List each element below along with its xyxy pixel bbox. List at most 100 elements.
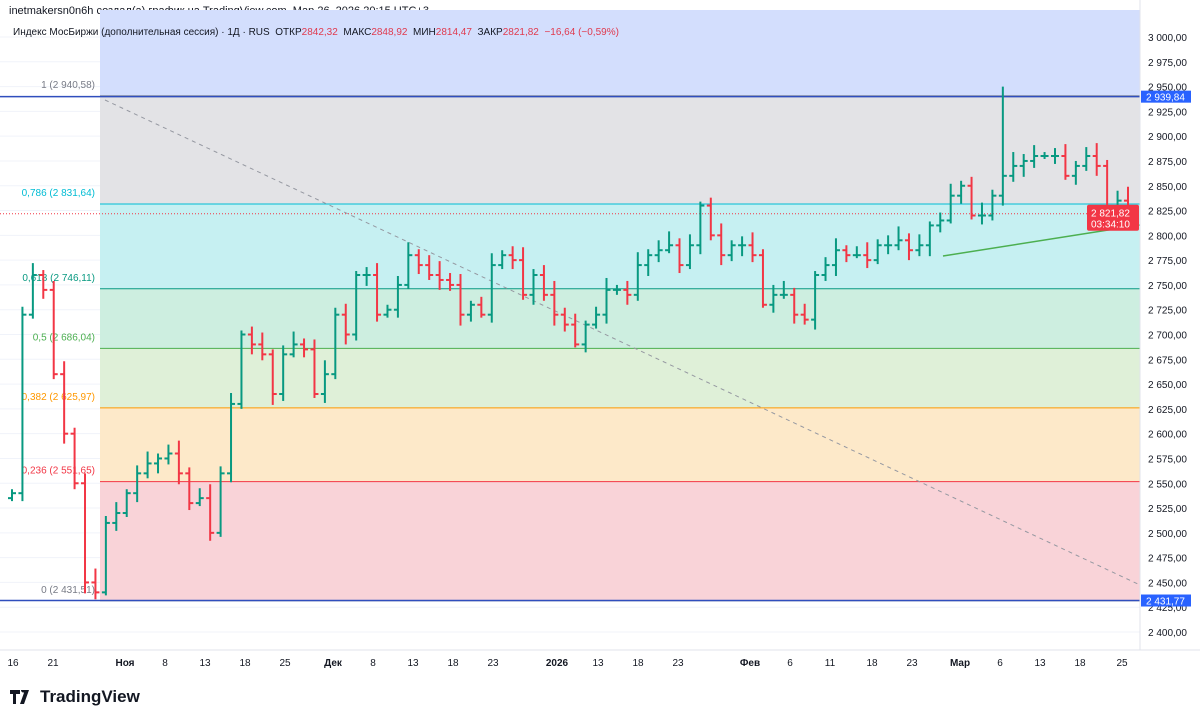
high-value: 2848,92 [371,27,408,38]
open-label: ОТКР [275,27,302,38]
time-tick-label: 11 [825,658,836,669]
ohlc-bar [456,274,465,326]
ohlc-bar [852,246,861,259]
ohlc-bar [477,296,486,318]
price-tick-label: 2 450,00 [1148,578,1187,589]
price-tick-label: 2 900,00 [1148,132,1187,143]
ohlc-bar [268,349,277,405]
ohlc-bar [612,284,621,295]
ohlc-bar [550,280,559,326]
fib-level-label: 0,786 (2 831,64) [22,188,95,199]
ohlc-bar [1082,147,1091,171]
fib-zone [100,203,1140,289]
price-tick-label: 2 950,00 [1148,83,1187,94]
ohlc-bar [466,300,475,322]
last-price-label: 2 821,82 [1091,209,1130,220]
tradingview-logo[interactable]: TradingView [10,687,140,707]
time-tick-label: 6 [787,658,793,669]
ohlc-bar [487,253,496,323]
ohlc-bar [28,263,37,319]
high-label: МАКС [343,27,372,38]
ohlc-bar [957,180,966,204]
ohlc-bar [49,280,58,380]
price-tick-label: 2 625,00 [1148,405,1187,416]
ohlc-bar [873,239,882,265]
ohlc-bar [310,339,319,398]
ohlc-bar [633,252,642,301]
time-tick-label: 25 [1116,658,1128,669]
ohlc-bar [748,232,757,263]
ohlc-bar [800,303,809,325]
ohlc-bar [738,236,747,257]
ohlc-bar [529,269,538,305]
time-tick-label: 13 [199,658,211,669]
ohlc-bar [39,270,48,299]
ohlc-bar [101,515,110,596]
ohlc-bar [519,247,528,300]
fib-level-label: 0,236 (2 551,65) [22,466,95,477]
time-tick-label: 18 [866,658,878,669]
price-tick-label: 2 475,00 [1148,554,1187,565]
time-tick-label: 23 [906,658,918,669]
ohlc-bar [247,326,256,355]
ohlc-bar [143,451,152,479]
ohlc-bar [300,338,309,358]
ohlc-bar [174,440,183,485]
ohlc-bar [727,240,736,262]
time-tick-label: 25 [279,658,291,669]
ohlc-bar [790,287,799,324]
symbol-legend: Индекс МосБиржи (дополнительная сессия) … [13,27,619,38]
ohlc-bar [571,313,580,348]
ohlc-bar [320,360,329,403]
symbol-name[interactable]: Индекс МосБиржи (дополнительная сессия) … [13,27,270,38]
time-tick-label: 6 [997,658,1003,669]
ohlc-bar [831,238,840,276]
time-tick-label: 13 [592,658,604,669]
time-tick-label: 13 [407,658,419,669]
ohlc-bar [539,265,548,301]
ohlc-bar [665,231,674,254]
price-tick-label: 2 800,00 [1148,231,1187,242]
ohlc-bar [894,226,903,251]
ohlc-bar [414,249,423,275]
ohlc-bar [81,473,90,594]
ohlc-bar [842,245,851,263]
hline-price-label: 2 431,77 [1146,597,1185,608]
fib-level-label: 0,382 (2 625,97) [22,392,95,403]
hline-price-badge [1141,90,1191,103]
ohlc-bar [1040,152,1049,159]
ohlc-bar [581,320,590,353]
ohlc-bar [362,267,371,286]
ohlc-bar [331,307,340,380]
ohlc-bar [154,453,163,474]
ohlc-bar [404,242,413,289]
ohlc-bar [60,361,69,444]
price-tick-label: 2 825,00 [1148,207,1187,218]
time-tick-label: 18 [632,658,644,669]
price-tick-label: 2 875,00 [1148,157,1187,168]
ohlc-bar [592,306,601,329]
ohlc-bar [706,197,715,241]
time-tick-label: 2026 [546,658,569,669]
ohlc-bar [216,466,225,537]
tradingview-logo-icon [10,690,29,704]
ohlc-bar [915,234,924,257]
ohlc-bar [425,255,434,280]
hline-price-badge [1141,594,1191,607]
time-tick-label: 23 [672,658,684,669]
ohlc-bar [91,568,100,600]
ohlc-bar [758,249,767,308]
ohlc-bar [341,303,350,345]
time-tick-label: Дек [324,658,343,669]
price-tick-label: 2 925,00 [1148,107,1187,118]
time-tick-label: 8 [370,658,376,669]
ohlc-bar [998,86,1007,206]
ohlc-bar [206,484,215,541]
ohlc-bar [623,280,632,305]
time-tick-label: 16 [7,658,19,669]
fib-level-label: 0,618 (2 746,11) [22,273,95,284]
fib-zone-top [100,10,1140,96]
ohlc-bar [821,257,830,281]
ohlc-bar [258,332,267,361]
